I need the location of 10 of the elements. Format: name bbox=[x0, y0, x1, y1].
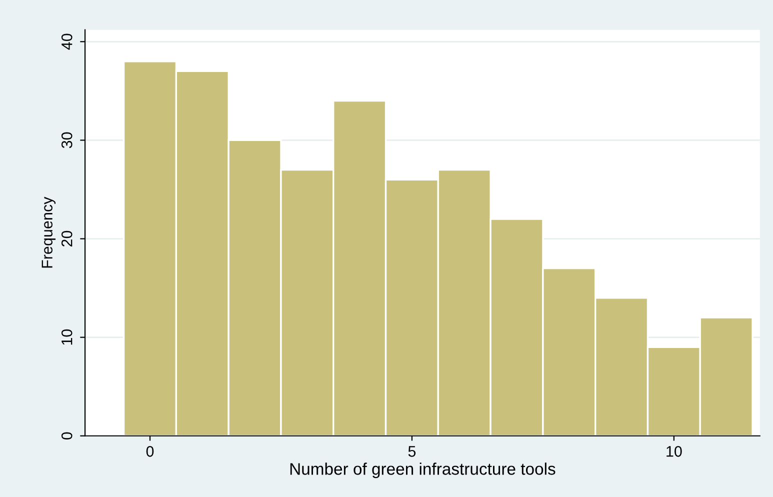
y-tick-label: 40 bbox=[61, 34, 72, 50]
x-tick-label: 5 bbox=[408, 446, 416, 457]
x-axis-title: Number of green infrastructure tools bbox=[290, 462, 556, 478]
y-tick-label: 10 bbox=[61, 329, 72, 345]
x-tick-label: 0 bbox=[146, 446, 154, 457]
y-axis-title: Frequency bbox=[42, 196, 56, 268]
y-tick-label: 20 bbox=[61, 230, 72, 246]
x-tick-label: 10 bbox=[666, 446, 682, 457]
y-tick-label: 30 bbox=[61, 132, 72, 148]
y-tick-label: 0 bbox=[61, 432, 72, 440]
